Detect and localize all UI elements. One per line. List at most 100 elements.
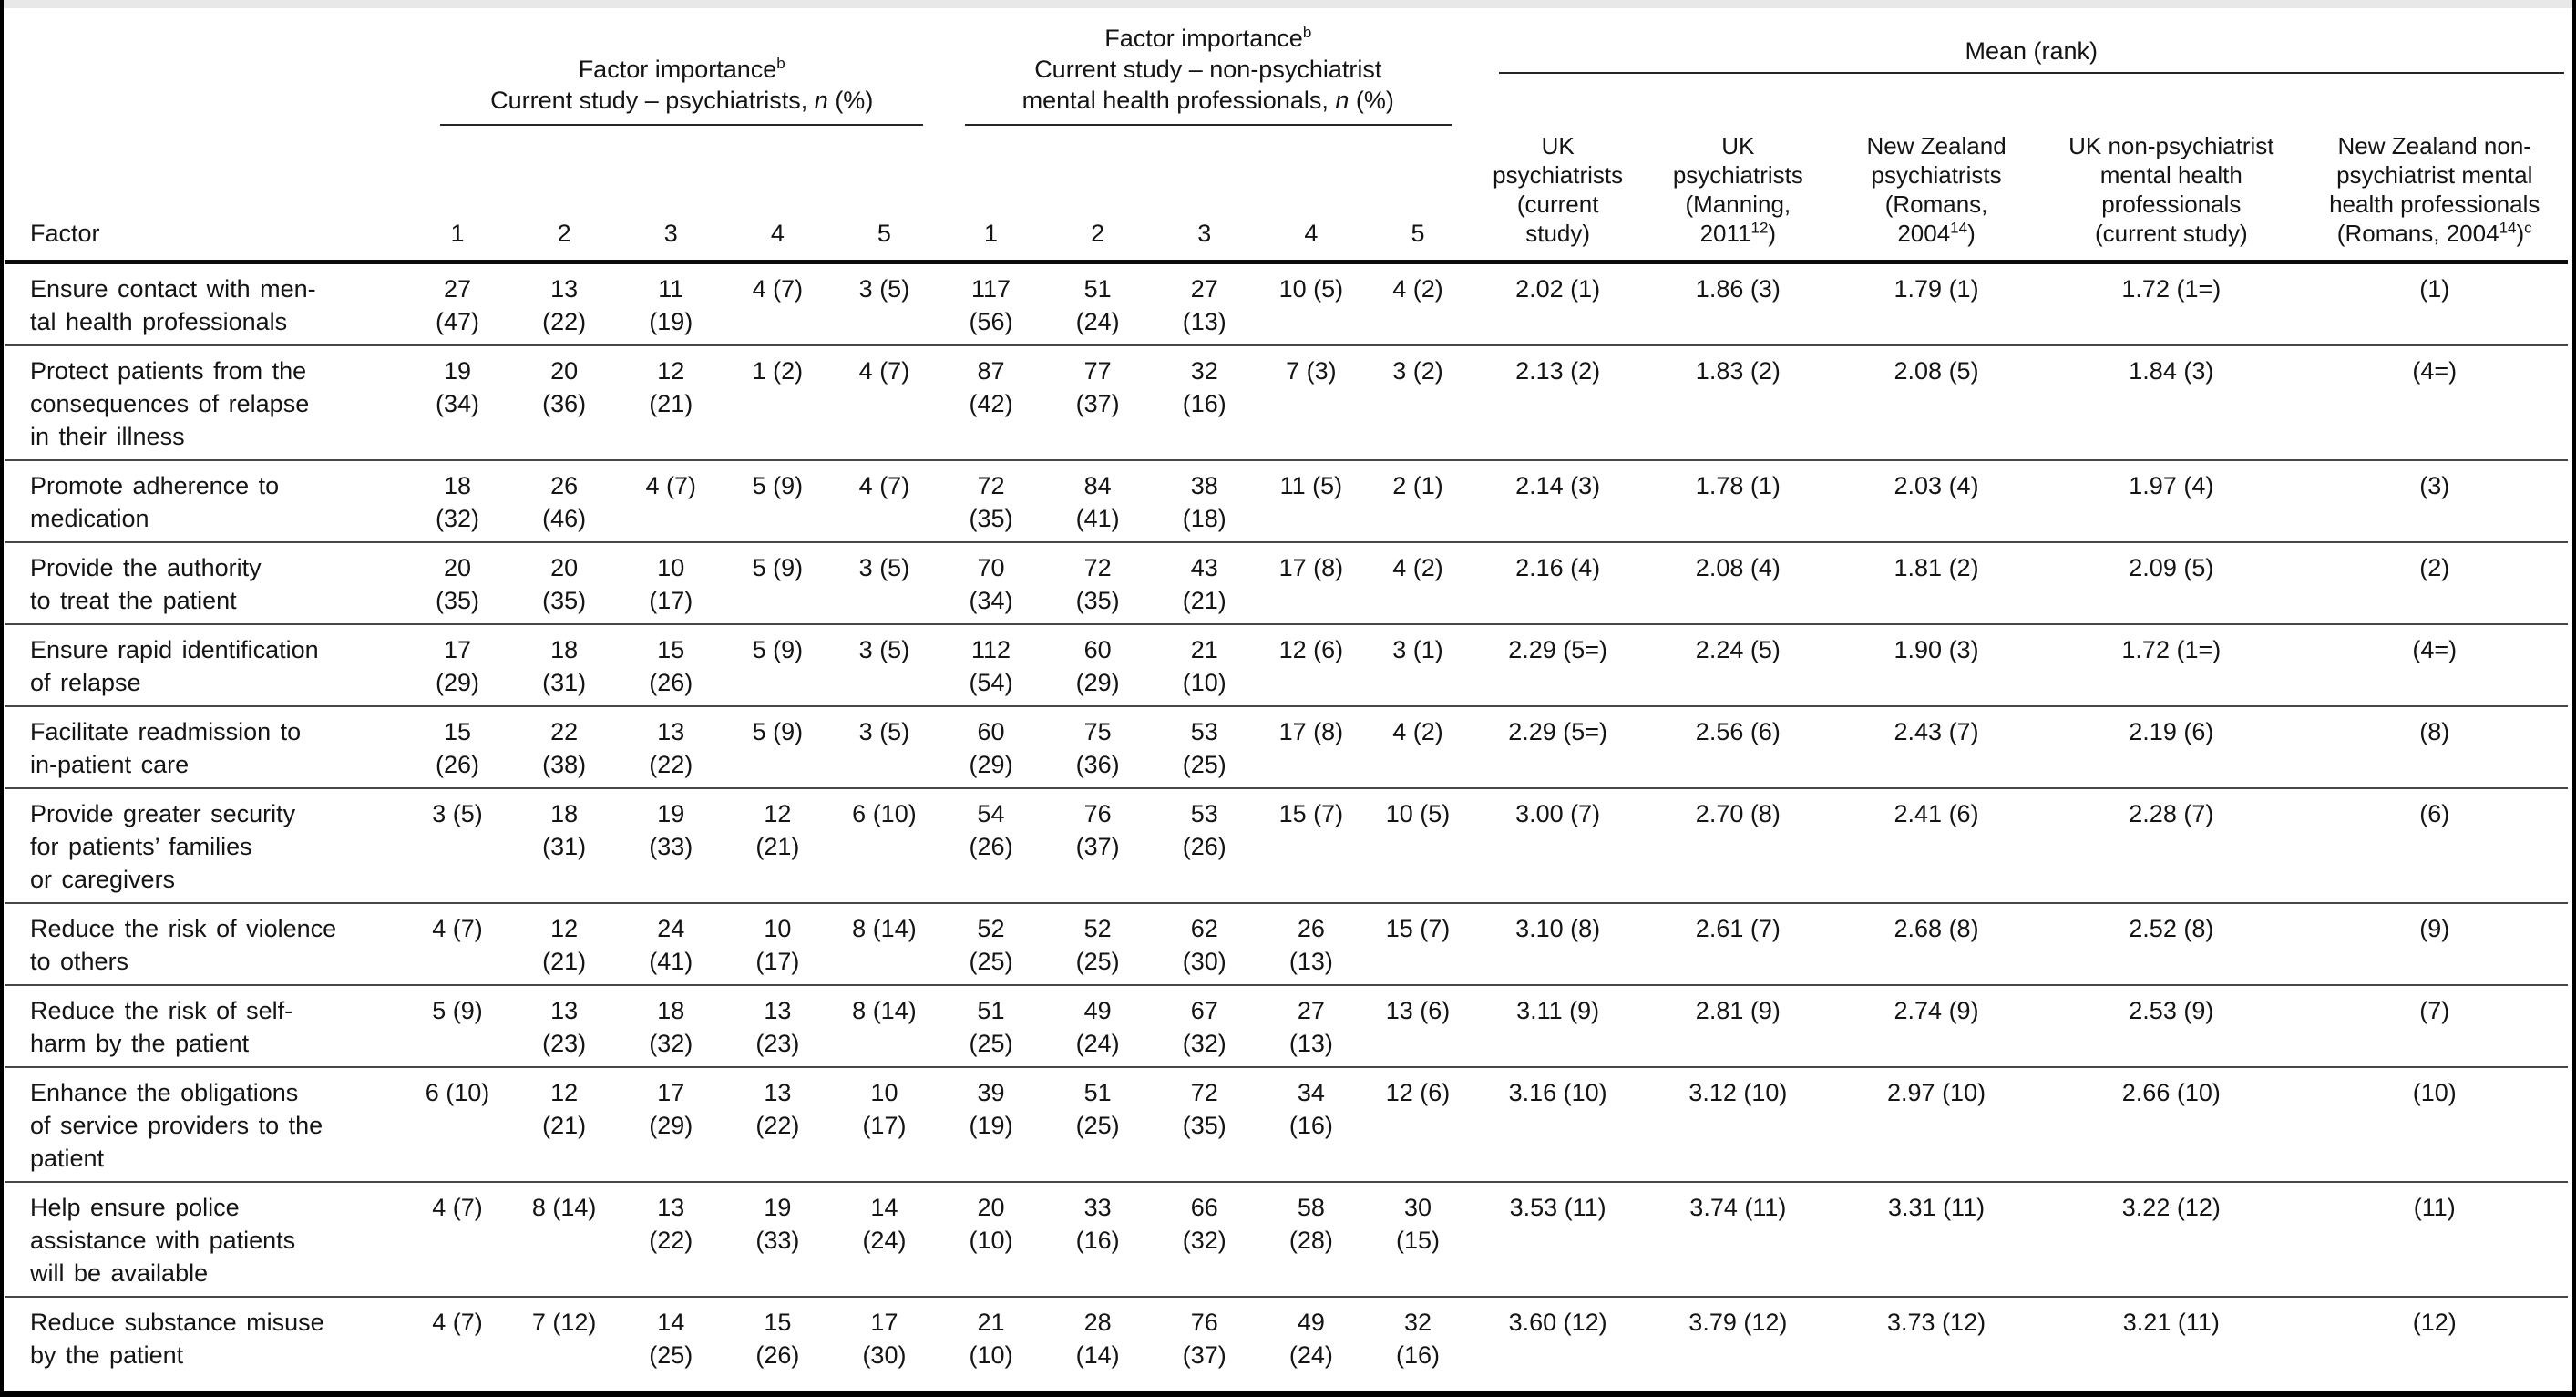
mean-uk-nonpsych-current-cell: 2.28 (7)	[2041, 787, 2302, 903]
factor-column-header: Factor	[5, 126, 405, 264]
psych-rating-1-cell: 19 (34)	[404, 344, 511, 460]
psych-rating-1-cell: 3 (5)	[404, 787, 511, 903]
nonpsych-rating-5-cell: 15 (7)	[1364, 902, 1472, 985]
nonpsych-rating-2-cell: 33 (16)	[1044, 1181, 1152, 1297]
nonpsych-rating-3-cell: 76 (37)	[1151, 1296, 1258, 1378]
psych-rating-4-cell: 19 (33)	[724, 1181, 831, 1297]
mean-uk-psych-manning-cell: 2.81 (9)	[1644, 984, 1832, 1067]
factor-cell: Enhance the obligations of service provi…	[5, 1066, 405, 1182]
nonpsych-rating-4-cell: 11 (5)	[1257, 459, 1365, 542]
group-title: Factor importanceb	[440, 54, 923, 85]
psych-rating-1-cell: 27 (47)	[436, 275, 480, 335]
nonpsych-rating-5-cell: 2 (1)	[1364, 459, 1472, 542]
factor-cell: Provide greater security for patients’ f…	[5, 787, 405, 903]
nonpsych-rating-5-cell: 30 (15)	[1364, 1181, 1472, 1297]
nonpsych-rating-4-cell: 7 (3)	[1257, 344, 1365, 460]
footnote-c-marker: c	[2524, 219, 2532, 237]
nonpsych-rating-5-cell: 10 (5)	[1364, 787, 1472, 903]
nonpsych-rating-4-cell: 12 (6)	[1257, 623, 1365, 706]
psych-rating-4-cell: 4 (7)	[752, 275, 804, 303]
nonpsych-rating-3-cell: 72 (35)	[1151, 1066, 1258, 1182]
mean-column-header-uk-nonpsych-current: UK non-psychiatrist mental health profes…	[2041, 126, 2302, 264]
nonpsych-rating-2-cell: 28 (14)	[1044, 1296, 1152, 1378]
factor-cell: Help ensure police assistance with patie…	[5, 1181, 405, 1297]
group-title-text: Factor importance	[578, 56, 777, 83]
mean-nz-psych-romans-cell: 3.73 (12)	[1831, 1296, 2042, 1378]
nonpsych-rating-2-cell: 49 (24)	[1044, 984, 1152, 1067]
mean-column-header-nz-nonpsych-romans: New Zealand non- psychiatrist mental hea…	[2301, 126, 2568, 264]
psych-rating-3-cell: 4 (7)	[617, 459, 724, 542]
nonpsych-rating-1-cell: 21 (10)	[938, 1296, 1045, 1378]
mean-uk-psych-manning-cell: 1.78 (1)	[1644, 459, 1832, 542]
mean-uk-psych-current-cell: 2.13 (2)	[1471, 344, 1645, 460]
nonpsych-rating-4-cell: 17 (8)	[1257, 705, 1365, 788]
psych-rating-1-cell: 4 (7)	[404, 1181, 511, 1297]
mean-nz-nonpsych-romans-cell: (12)	[2301, 1296, 2568, 1378]
psych-rating-2-cell: 8 (14)	[510, 1181, 618, 1297]
mean-uk-nonpsych-current-cell: 2.52 (8)	[2041, 902, 2302, 985]
psych-rating-5-cell: 3 (5)	[830, 705, 938, 788]
nonpsych-rating-3-cell: 62 (30)	[1151, 902, 1258, 985]
psych-rating-3-cell: 11 (19)	[649, 275, 693, 335]
mean-nz-nonpsych-romans-cell: (3)	[2301, 459, 2568, 542]
table-row: Provide greater security for patients’ f…	[5, 787, 2568, 903]
nonpsych-rating-1-cell: 70 (34)	[938, 541, 1045, 624]
mean-uk-psych-manning-cell: 2.24 (5)	[1644, 623, 1832, 706]
scale-nonpsych-5: 5	[1364, 126, 1472, 264]
mean-nz-psych-romans-cell: 3.31 (11)	[1831, 1181, 2042, 1297]
table-row: Enhance the obligations of service provi…	[5, 1066, 2568, 1182]
psych-rating-1-cell: 18 (32)	[404, 459, 511, 542]
nonpsych-rating-4-cell: 49 (24)	[1257, 1296, 1365, 1378]
psych-rating-4-cell: 15 (26)	[724, 1296, 831, 1378]
mean-uk-psych-current-cell: 3.60 (12)	[1471, 1296, 1645, 1378]
nonpsych-rating-5-cell: 12 (6)	[1364, 1066, 1472, 1182]
mean-uk-psych-current-cell: 2.14 (3)	[1471, 459, 1645, 542]
psych-rating-3-cell: 24 (41)	[617, 902, 724, 985]
mean-nz-psych-romans-cell: 1.90 (3)	[1831, 623, 2042, 706]
psych-rating-5-cell: 14 (24)	[830, 1181, 938, 1297]
nonpsych-rating-5-cell: 4 (2)	[1364, 541, 1472, 624]
table-row: Reduce the risk of self- harm by the pat…	[5, 984, 2568, 1067]
nonpsych-rating-1-cell: 20 (10)	[938, 1181, 1045, 1297]
group-header-psychiatrists: Factor importanceb Current study – psych…	[404, 8, 938, 126]
psych-rating-2-cell: 13 (22)	[542, 275, 587, 335]
psych-rating-5-cell: 17 (30)	[830, 1296, 938, 1378]
psych-rating-5-cell: 8 (14)	[830, 902, 938, 985]
nonpsych-rating-5-cell: 32 (16)	[1364, 1296, 1472, 1378]
psych-rating-3-cell: 12 (21)	[617, 344, 724, 460]
psych-rating-4-cell: 5 (9)	[724, 459, 831, 542]
mean-nz-nonpsych-romans-cell: (7)	[2301, 984, 2568, 1067]
scale-nonpsych-1: 1	[938, 126, 1045, 264]
psych-rating-1-cell: 15 (26)	[404, 705, 511, 788]
psych-rating-1-cell: 20 (35)	[404, 541, 511, 624]
psych-rating-3-cell: 17 (29)	[617, 1066, 724, 1182]
nonpsych-rating-3-cell: 67 (32)	[1151, 984, 1258, 1067]
psych-rating-3-cell: 19 (33)	[617, 787, 724, 903]
psych-rating-3-cell: 13 (22)	[617, 1181, 724, 1297]
scale-nonpsych-2: 2	[1044, 126, 1152, 264]
mean-uk-psych-manning-cell: 3.79 (12)	[1644, 1296, 1832, 1378]
psych-rating-5-cell: 8 (14)	[830, 984, 938, 1067]
footnote-b-marker: b	[1302, 24, 1312, 41]
group-subtitle-line1: Current study – non-psychiatrist	[1034, 56, 1382, 83]
mean-nz-psych-romans-cell: 2.74 (9)	[1831, 984, 2042, 1067]
mean-uk-psych-current-cell: 2.29 (5=)	[1471, 623, 1645, 706]
psych-rating-5-cell: 6 (10)	[830, 787, 938, 903]
psych-rating-3-cell: 10 (17)	[617, 541, 724, 624]
scale-psych-3: 3	[617, 126, 724, 264]
nonpsych-rating-3-cell: 43 (21)	[1151, 541, 1258, 624]
table-body: Ensure contact with men- tal health prof…	[5, 262, 2568, 1378]
psych-rating-2-cell: 22 (38)	[510, 705, 618, 788]
nonpsych-rating-3-cell: 38 (18)	[1151, 459, 1258, 542]
mean-column-header-uk-psych-manning: UK psychiatrists (Manning, 201112)	[1644, 126, 1832, 264]
group-subtitle: Current study – psychiatrists, n (%)	[490, 87, 874, 114]
psych-rating-2-cell: 18 (31)	[510, 787, 618, 903]
factor-cell: Reduce substance misuse by the patient	[5, 1296, 405, 1378]
mean-nz-nonpsych-romans-cell: (11)	[2301, 1181, 2568, 1297]
psych-rating-4-cell: 13 (22)	[724, 1066, 831, 1182]
page-edge-strip	[4, 0, 2572, 8]
nonpsych-rating-2-cell: 60 (29)	[1044, 623, 1152, 706]
scale-psych-2: 2	[510, 126, 618, 264]
nonpsych-rating-4-cell: 26 (13)	[1257, 902, 1365, 985]
